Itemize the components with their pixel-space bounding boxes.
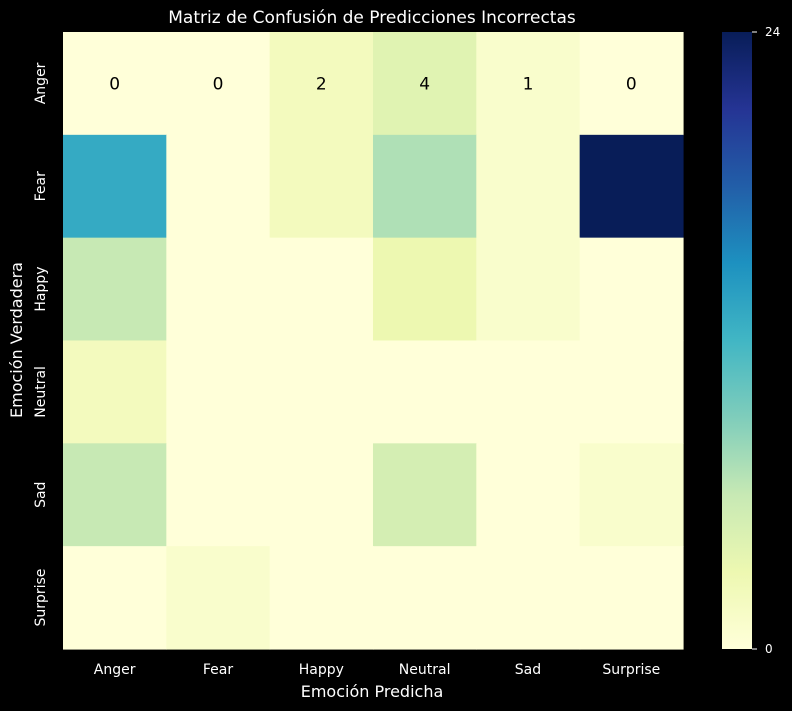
heatmap-cell bbox=[269, 32, 374, 136]
x-tick-label: Anger bbox=[94, 662, 136, 678]
heatmap-cell bbox=[372, 32, 477, 136]
heatmap-cell bbox=[579, 340, 684, 444]
y-tick-label: Happy bbox=[33, 266, 49, 311]
y-tick-label: Fear bbox=[33, 171, 49, 201]
colorbar-ticks: 0 24 bbox=[752, 25, 780, 656]
heatmap-cell bbox=[63, 134, 167, 239]
colorbar bbox=[722, 32, 752, 649]
heatmap-cell bbox=[166, 32, 271, 136]
heatmap-cell bbox=[579, 443, 684, 547]
chart-title: Matriz de Confusión de Predicciones Inco… bbox=[168, 8, 576, 28]
cell-value-label: 4 bbox=[419, 74, 430, 94]
cell-value-label: 0 bbox=[109, 74, 120, 94]
x-tick-label: Sad bbox=[515, 662, 541, 678]
heatmap-cell bbox=[63, 546, 167, 650]
heatmap-cell bbox=[166, 340, 271, 444]
colorbar-tick-label: 24 bbox=[765, 25, 780, 39]
heatmap-cell bbox=[476, 32, 581, 136]
y-tick-label: Anger bbox=[33, 62, 49, 104]
heatmap-cell bbox=[372, 134, 477, 239]
heatmap-cell bbox=[269, 443, 374, 547]
heatmap-cell bbox=[476, 340, 581, 444]
heatmap-cell bbox=[372, 443, 477, 547]
cell-annotations: 0 0 2 4 1 0 bbox=[109, 74, 636, 94]
cell-value-label: 2 bbox=[316, 74, 327, 94]
heatmap-cell bbox=[579, 546, 684, 650]
cell-value-label: 1 bbox=[523, 74, 534, 94]
x-axis-label: Emoción Predicha bbox=[301, 682, 444, 701]
y-tick-labels: Anger Fear Happy Neutral Sad Surprise bbox=[33, 62, 49, 626]
heatmap-cell bbox=[476, 134, 581, 239]
x-tick-label: Surprise bbox=[602, 662, 660, 678]
heatmap-cell bbox=[63, 340, 167, 444]
cell-value-label: 0 bbox=[213, 74, 224, 94]
colorbar-tick-label: 0 bbox=[765, 642, 773, 656]
y-tick-label: Sad bbox=[33, 482, 49, 508]
heatmap-cell bbox=[372, 546, 477, 650]
heatmap-cell bbox=[63, 32, 167, 136]
x-tick-label: Fear bbox=[203, 662, 233, 678]
x-tick-labels: Anger Fear Happy Neutral Sad Surprise bbox=[94, 662, 660, 678]
heatmap-cell bbox=[372, 237, 477, 342]
heatmap-cell bbox=[269, 546, 374, 650]
heatmap-cell bbox=[372, 340, 477, 444]
heatmap-cell bbox=[166, 134, 271, 239]
y-axis-label: Emoción Verdadera bbox=[7, 262, 26, 418]
heatmap-cell bbox=[476, 546, 581, 650]
y-tick-label: Neutral bbox=[33, 366, 49, 418]
heatmap-cell bbox=[579, 237, 684, 342]
heatmap-cell bbox=[579, 134, 684, 239]
y-tick-label: Surprise bbox=[33, 569, 49, 627]
heatmap-cell bbox=[63, 443, 167, 547]
heatmap-cell bbox=[269, 340, 374, 444]
x-tick-label: Happy bbox=[299, 662, 344, 678]
heatmap-cell bbox=[166, 546, 271, 650]
heatmap-cell bbox=[63, 237, 167, 342]
cell-value-label: 0 bbox=[626, 74, 637, 94]
heatmap-cell bbox=[166, 443, 271, 547]
heatmap-cell bbox=[269, 237, 374, 342]
heatmap-cell bbox=[476, 443, 581, 547]
heatmap-cell bbox=[166, 237, 271, 342]
heatmap-cells bbox=[63, 32, 684, 650]
x-tick-label: Neutral bbox=[399, 662, 451, 678]
heatmap-cell bbox=[269, 134, 374, 239]
heatmap-cell bbox=[579, 32, 684, 136]
heatmap-cell bbox=[476, 237, 581, 342]
